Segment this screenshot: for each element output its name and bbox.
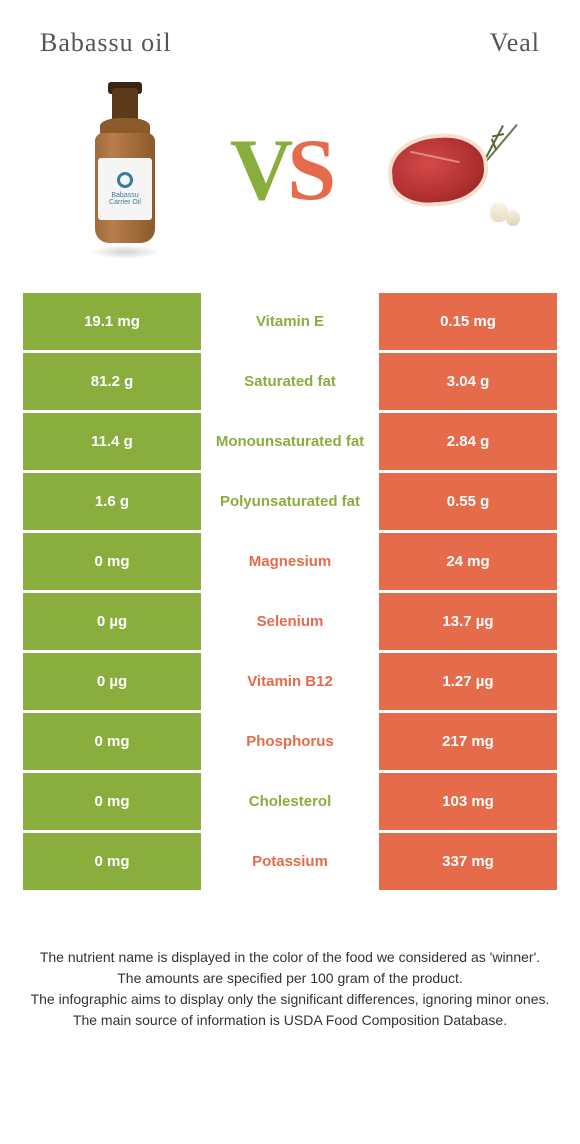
table-row: 11.4 gMonounsaturated fat2.84 g	[23, 413, 557, 473]
table-row: 0 mgPhosphorus217 mg	[23, 713, 557, 773]
left-value: 11.4 g	[23, 413, 201, 470]
table-row: 0 µgVitamin B121.27 µg	[23, 653, 557, 713]
right-value: 24 mg	[379, 533, 557, 590]
right-value: 0.55 g	[379, 473, 557, 530]
nutrition-table: 19.1 mgVitamin E0.15 mg81.2 gSaturated f…	[23, 293, 557, 893]
nutrient-label: Monounsaturated fat	[201, 413, 379, 470]
right-value: 3.04 g	[379, 353, 557, 410]
table-row: 0 mgCholesterol103 mg	[23, 773, 557, 833]
left-value: 0 mg	[23, 833, 201, 890]
footer-line-1: The nutrient name is displayed in the co…	[30, 947, 550, 968]
right-value: 2.84 g	[379, 413, 557, 470]
right-value: 13.7 µg	[379, 593, 557, 650]
left-value: 0 mg	[23, 773, 201, 830]
footer-line-3: The infographic aims to display only the…	[30, 989, 550, 1010]
nutrient-label: Cholesterol	[201, 773, 379, 830]
nutrient-label: Polyunsaturated fat	[201, 473, 379, 530]
nutrient-label: Vitamin E	[201, 293, 379, 350]
bottle-label: Babassu Carrier Oil	[98, 158, 152, 220]
right-value: 337 mg	[379, 833, 557, 890]
title-right: Veal	[490, 28, 540, 58]
left-value: 0 µg	[23, 593, 201, 650]
left-value: 0 mg	[23, 713, 201, 770]
left-value: 1.6 g	[23, 473, 201, 530]
vs-v: V	[230, 122, 288, 219]
babassu-oil-image: Babassu Carrier Oil	[70, 88, 180, 253]
veal-image	[380, 116, 520, 226]
nutrient-label: Saturated fat	[201, 353, 379, 410]
header: Babassu oil Veal	[0, 0, 580, 68]
footer-line-2: The amounts are specified per 100 gram o…	[30, 968, 550, 989]
nutrient-label: Selenium	[201, 593, 379, 650]
table-row: 1.6 gPolyunsaturated fat0.55 g	[23, 473, 557, 533]
nutrient-label: Phosphorus	[201, 713, 379, 770]
table-row: 81.2 gSaturated fat3.04 g	[23, 353, 557, 413]
nutrient-label: Vitamin B12	[201, 653, 379, 710]
right-value: 0.15 mg	[379, 293, 557, 350]
bottle-label-text2: Carrier Oil	[109, 199, 141, 206]
nutrient-label: Potassium	[201, 833, 379, 890]
hero-section: Babassu Carrier Oil VS	[0, 68, 580, 293]
left-value: 0 mg	[23, 533, 201, 590]
left-value: 0 µg	[23, 653, 201, 710]
footer-notes: The nutrient name is displayed in the co…	[0, 893, 580, 1031]
right-value: 103 mg	[379, 773, 557, 830]
table-row: 0 mgPotassium337 mg	[23, 833, 557, 893]
table-row: 19.1 mgVitamin E0.15 mg	[23, 293, 557, 353]
left-value: 19.1 mg	[23, 293, 201, 350]
left-value: 81.2 g	[23, 353, 201, 410]
vs-s: S	[287, 122, 330, 219]
right-value: 217 mg	[379, 713, 557, 770]
vs-text: VS	[230, 120, 331, 221]
title-left: Babassu oil	[40, 28, 172, 58]
table-row: 0 mgMagnesium24 mg	[23, 533, 557, 593]
right-value: 1.27 µg	[379, 653, 557, 710]
bottle-label-text1: Babassu	[111, 192, 138, 199]
nutrient-label: Magnesium	[201, 533, 379, 590]
table-row: 0 µgSelenium13.7 µg	[23, 593, 557, 653]
footer-line-4: The main source of information is USDA F…	[30, 1010, 550, 1031]
